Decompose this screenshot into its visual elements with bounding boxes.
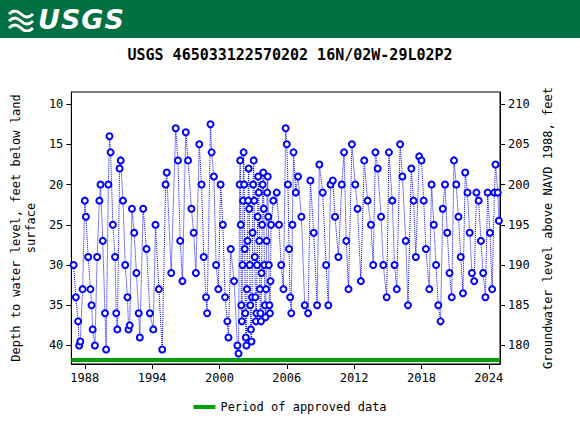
svg-text:35: 35 [49,298,63,312]
svg-text:Depth to water level, feet bel: Depth to water level, feet below land [9,94,23,361]
svg-text:2024: 2024 [474,371,503,385]
html-text:USGS: USGS [38,3,125,35]
svg-text:2018: 2018 [407,371,436,385]
svg-text:20: 20 [49,178,63,192]
svg-text:10: 10 [49,97,63,111]
svg-text:195: 195 [508,218,530,232]
svg-text:2006: 2006 [272,371,301,385]
svg-text:1994: 1994 [138,371,167,385]
svg-text:2012: 2012 [340,371,369,385]
svg-text:180: 180 [508,338,530,352]
svg-text:Period of approved data: Period of approved data [220,400,386,414]
svg-text:1988: 1988 [70,371,99,385]
svg-text:190: 190 [508,258,530,272]
svg-text:2000: 2000 [205,371,234,385]
svg-text:205: 205 [508,137,530,151]
svg-text:40: 40 [49,338,63,352]
svg-text:USGS 465033122570202 16N/02W-2: USGS 465033122570202 16N/02W-29L02P2 [127,46,452,64]
svg-text:185: 185 [508,298,530,312]
svg-text:15: 15 [49,137,63,151]
svg-text:Groundwater level above NAVD 1: Groundwater level above NAVD 1988, feet [541,87,555,369]
svg-text:surface: surface [24,203,38,254]
svg-text:200: 200 [508,178,530,192]
svg-text:25: 25 [49,218,63,232]
svg-text:30: 30 [49,258,63,272]
svg-text:210: 210 [508,97,530,111]
